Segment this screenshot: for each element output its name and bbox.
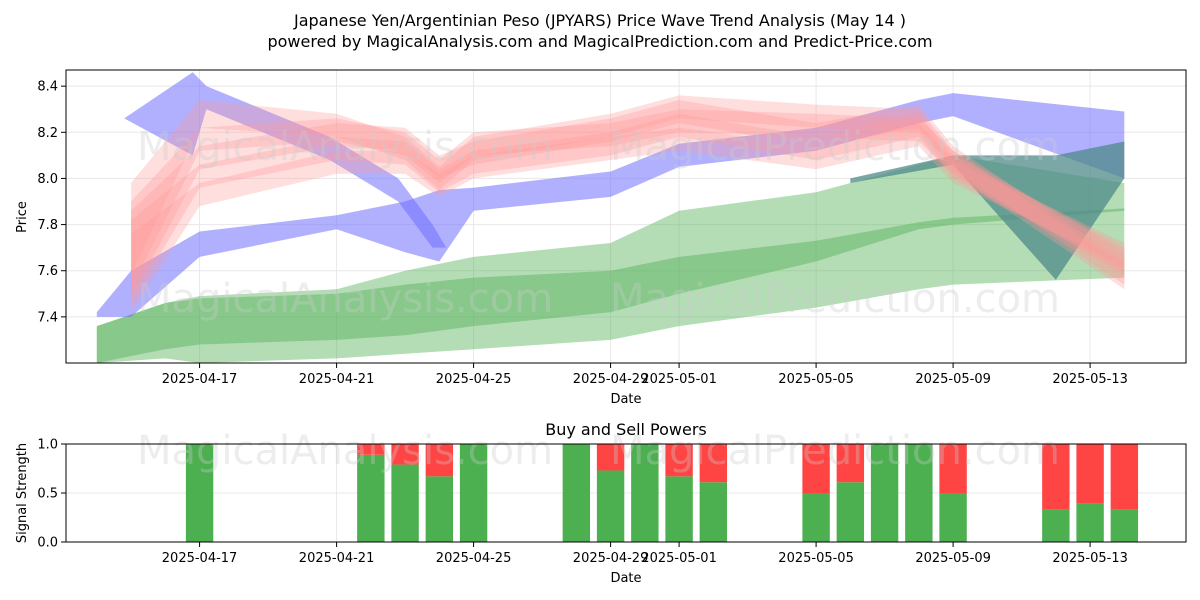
price-band-blue-wave bbox=[96, 93, 1125, 317]
price-x-tick-label: 2025-04-29 bbox=[573, 372, 649, 387]
price-y-tick-label: 8.0 bbox=[37, 172, 58, 187]
price-y-tick-label: 8.4 bbox=[37, 80, 58, 95]
watermark-prediction-top: MagicalPrediction.com bbox=[610, 124, 1060, 170]
signal-x-tick-label: 2025-04-17 bbox=[162, 551, 238, 566]
price-y-tick-label: 7.4 bbox=[37, 310, 58, 325]
price-x-tick-label: 2025-05-01 bbox=[641, 372, 717, 387]
signal-x-tick-label: 2025-05-13 bbox=[1052, 551, 1128, 566]
signal-y-tick-label: 0.0 bbox=[37, 536, 58, 551]
watermark-prediction-bottom: MagicalPrediction.com bbox=[610, 428, 1060, 474]
signal-chart: Buy and Sell Powers MagicalAnalysis.com … bbox=[15, 420, 1187, 586]
signal-x-tick-label: 2025-05-01 bbox=[641, 551, 717, 566]
price-x-tick-label: 2025-05-09 bbox=[915, 372, 991, 387]
buy-bar bbox=[1042, 509, 1070, 542]
signal-x-tick-label: 2025-04-21 bbox=[299, 551, 375, 566]
signal-y-tick-label: 1.0 bbox=[37, 438, 58, 453]
sell-bar bbox=[357, 444, 385, 455]
price-band-red-wave-4 bbox=[131, 113, 1125, 303]
buy-bar bbox=[631, 444, 659, 542]
price-band-red-wave-2 bbox=[131, 109, 1125, 290]
price-y-tick-label: 8.2 bbox=[37, 126, 58, 141]
sell-bar bbox=[425, 444, 454, 477]
price-y-axis-label: Price bbox=[15, 201, 30, 233]
buy-bar bbox=[836, 482, 865, 542]
signal-x-tick-label: 2025-05-09 bbox=[915, 551, 991, 566]
buy-bar bbox=[1110, 509, 1139, 542]
price-y-ticks: 7.4 7.6 7.8 8.0 8.2 8.4 bbox=[37, 80, 66, 325]
sell-bar bbox=[665, 444, 693, 477]
sell-bar bbox=[802, 444, 830, 493]
signal-x-tick-label: 2025-04-25 bbox=[436, 551, 512, 566]
buy-bar bbox=[562, 444, 591, 542]
price-y-tick-label: 7.6 bbox=[37, 264, 58, 279]
sell-bar bbox=[939, 444, 967, 493]
price-band-green-wave-dark bbox=[96, 208, 1125, 363]
price-x-tick-label: 2025-05-13 bbox=[1052, 372, 1128, 387]
chart-title-line1: Japanese Yen/Argentinian Peso (JPYARS) P… bbox=[293, 11, 906, 30]
price-band-teal-band bbox=[850, 141, 1125, 280]
signal-chart-title: Buy and Sell Powers bbox=[545, 420, 707, 439]
price-y-tick-label: 7.8 bbox=[37, 218, 58, 233]
sell-bar bbox=[1076, 444, 1104, 504]
watermark-prediction-mid: MagicalPrediction.com bbox=[610, 276, 1060, 322]
price-band-red-wave-5 bbox=[131, 123, 1125, 313]
price-bands bbox=[96, 72, 1125, 363]
price-band-red-wave-1 bbox=[131, 95, 1125, 290]
price-band-green-wave-light bbox=[96, 155, 1125, 363]
sell-bar bbox=[1110, 444, 1139, 510]
buy-bar bbox=[459, 444, 488, 542]
price-x-axis-label: Date bbox=[610, 392, 641, 407]
sell-bar bbox=[1042, 444, 1070, 510]
buy-bar bbox=[699, 482, 728, 542]
price-x-tick-label: 2025-04-17 bbox=[162, 372, 238, 387]
watermark-analysis-top: MagicalAnalysis.com bbox=[137, 124, 553, 170]
signal-x-ticks: 2025-04-17 2025-04-21 2025-04-25 2025-04-29… bbox=[162, 542, 1128, 566]
signal-y-axis-label: Signal Strength bbox=[15, 443, 30, 543]
buy-bar bbox=[391, 464, 419, 542]
buy-bar bbox=[357, 454, 385, 542]
buy-bar bbox=[185, 444, 214, 542]
price-chart: MagicalAnalysis.com MagicalPrediction.co… bbox=[15, 69, 1187, 407]
signal-bars bbox=[185, 444, 1139, 542]
buy-bar bbox=[1076, 503, 1104, 542]
buy-bar bbox=[905, 444, 933, 542]
signal-y-tick-label: 0.5 bbox=[37, 487, 58, 502]
sell-bar bbox=[836, 444, 865, 483]
signal-x-tick-label: 2025-04-29 bbox=[573, 551, 649, 566]
price-x-tick-label: 2025-04-25 bbox=[436, 372, 512, 387]
price-x-ticks: 2025-04-17 2025-04-21 2025-04-25 2025-04-29… bbox=[162, 363, 1128, 387]
watermark-analysis-mid: MagicalAnalysis.com bbox=[137, 276, 553, 322]
sell-bar bbox=[596, 444, 625, 471]
buy-bar bbox=[870, 444, 899, 542]
chart-title-line2: powered by MagicalAnalysis.com and Magic… bbox=[267, 32, 932, 51]
buy-bar bbox=[665, 476, 693, 542]
buy-bar bbox=[802, 493, 830, 542]
signal-y-ticks: 0.0 0.5 1.0 bbox=[37, 438, 66, 551]
watermark-analysis-bottom: MagicalAnalysis.com bbox=[137, 428, 553, 474]
price-plot-frame bbox=[65, 69, 1187, 364]
signal-x-tick-label: 2025-05-05 bbox=[778, 551, 854, 566]
sell-bar bbox=[699, 444, 728, 483]
signal-x-axis-label: Date bbox=[610, 571, 641, 586]
price-x-tick-label: 2025-04-21 bbox=[299, 372, 375, 387]
buy-bar bbox=[939, 493, 967, 542]
buy-bar bbox=[425, 476, 454, 542]
price-x-tick-label: 2025-05-05 bbox=[778, 372, 854, 387]
sell-bar bbox=[391, 444, 419, 465]
buy-bar bbox=[596, 470, 625, 542]
